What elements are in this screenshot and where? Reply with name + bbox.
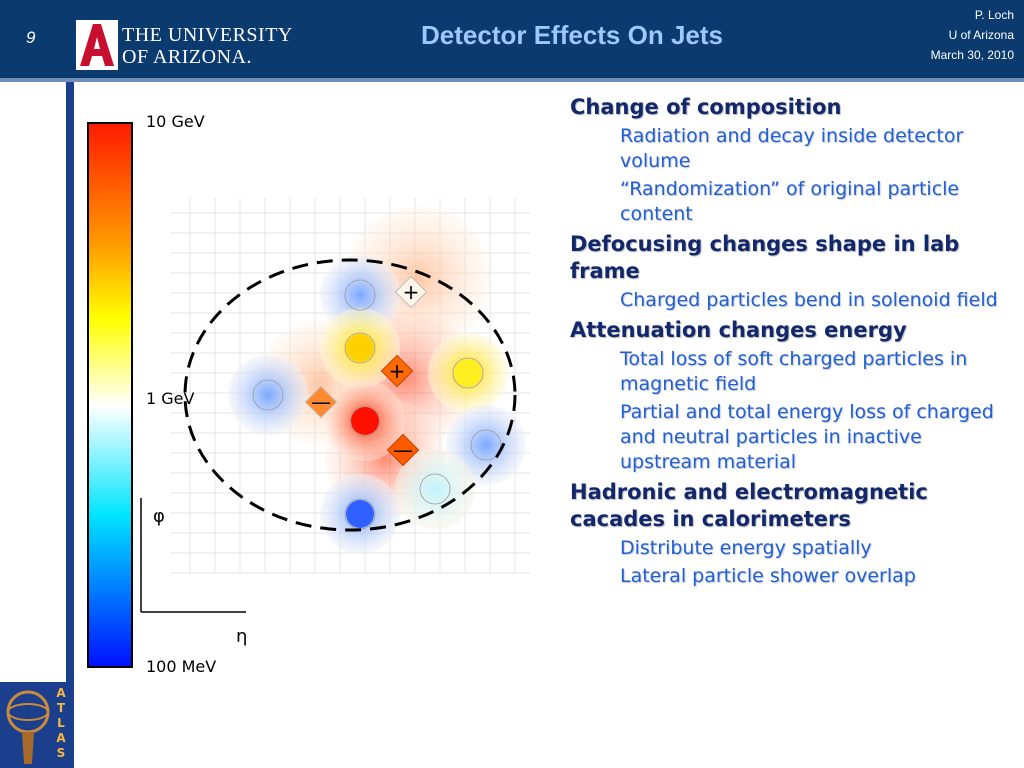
bullet-list: Change of composition Radiation and decay… — [570, 90, 1015, 592]
scale-label: 1 GeV — [146, 389, 195, 408]
sign: + — [403, 280, 420, 304]
jet-cone — [183, 258, 517, 532]
sign: — — [393, 438, 413, 462]
sub-bullet: Radiation and decay inside detector volu… — [620, 125, 964, 172]
sub-bullet: Distribute energy spatially — [620, 537, 872, 559]
bullet: Hadronic and electromagnetic cacades in … — [570, 480, 928, 531]
logo-text: OF ARIZONA. — [122, 46, 252, 68]
date: March 30, 2010 — [930, 48, 1014, 62]
atlas-text: ATLAS — [56, 686, 66, 760]
side-stripe — [66, 82, 74, 768]
jet-figure: 10 GeV 1 GeV 100 MeV φ η + + — — — [87, 112, 530, 676]
scale-label: 10 GeV — [146, 112, 205, 131]
sign: — — [311, 390, 331, 414]
author: P. Loch — [974, 8, 1014, 22]
atlas-figure — [6, 690, 50, 764]
sign-markers — [304, 275, 428, 467]
bullet: Attenuation changes energy — [570, 318, 907, 342]
sub-bullet: Partial and total energy loss of charged… — [620, 401, 994, 473]
sub-bullet: Lateral particle shower overlap — [620, 565, 916, 587]
header-bar: 9 THE UNIVERSITY OF ARIZONA. Detector Ef… — [0, 0, 1024, 82]
axis-label: η — [236, 626, 247, 647]
sign: + — [389, 359, 406, 383]
color-scale — [87, 122, 133, 668]
sub-bullet: Total loss of soft charged particles in … — [620, 348, 968, 395]
bullet: Defocusing changes shape in lab frame — [570, 232, 960, 283]
slide-title: Detector Effects On Jets — [421, 20, 723, 50]
affiliation: U of Arizona — [948, 28, 1014, 42]
sub-bullet: “Randomization” of original particle con… — [620, 178, 960, 225]
logo-text: THE UNIVERSITY — [122, 24, 293, 46]
atlas-logo: ATLAS — [0, 682, 74, 768]
bullet: Change of composition — [570, 95, 842, 119]
clusters — [228, 206, 526, 554]
university-logo — [76, 20, 118, 70]
axis-label: φ — [153, 506, 165, 527]
scale-label: 100 MeV — [146, 657, 216, 676]
sub-bullet: Charged particles bend in solenoid field — [620, 289, 998, 311]
slide-number: 9 — [26, 28, 36, 47]
